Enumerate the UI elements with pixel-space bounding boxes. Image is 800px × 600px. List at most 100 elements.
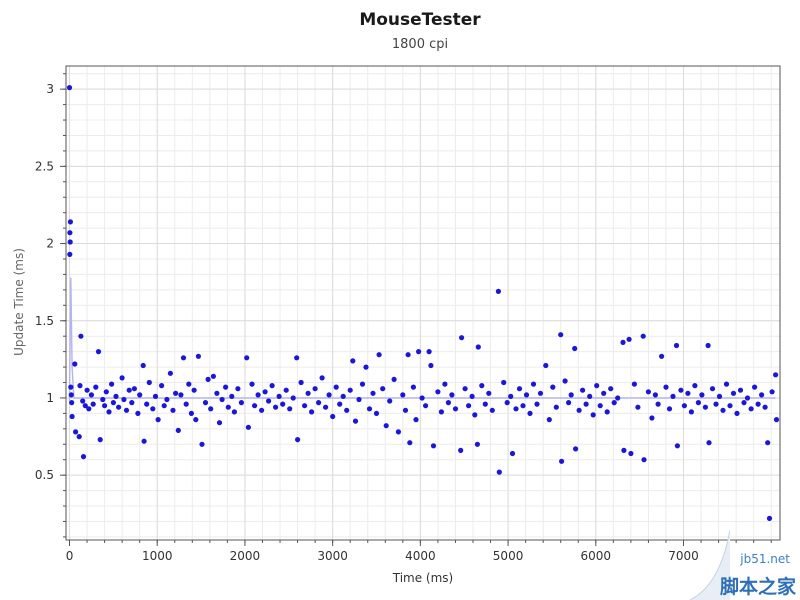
x-tick-label: 0 [66, 549, 74, 563]
data-point [273, 404, 279, 410]
chart-title: MouseTester [359, 10, 481, 30]
data-point [670, 393, 676, 399]
data-point [298, 379, 304, 386]
x-tick-label: 6000 [581, 549, 612, 563]
data-point [78, 333, 84, 339]
data-point [326, 392, 332, 398]
data-point [84, 387, 90, 393]
data-point [391, 376, 397, 382]
data-point [509, 450, 516, 457]
data-point [673, 342, 680, 349]
data-point [249, 381, 255, 387]
data-point [553, 404, 559, 410]
data-point [129, 400, 135, 406]
data-point [131, 386, 137, 392]
data-point [508, 393, 514, 399]
x-tick-label: 3000 [317, 549, 348, 563]
data-point [590, 412, 596, 418]
data-point [66, 85, 73, 91]
data-point [69, 413, 75, 420]
data-point [316, 400, 322, 406]
data-point [543, 362, 549, 369]
data-point [352, 418, 359, 424]
data-point [123, 407, 130, 413]
data-point [305, 390, 311, 396]
data-point [229, 393, 235, 399]
data-point [562, 378, 568, 384]
data-point [333, 384, 339, 390]
data-point [530, 381, 537, 387]
data-point [167, 370, 173, 376]
data-point [97, 437, 103, 443]
data-point [495, 288, 501, 294]
data-point [659, 353, 665, 359]
y-tick-label: 2 [46, 237, 54, 251]
data-point [479, 383, 485, 389]
data-point [252, 403, 258, 409]
data-point [559, 458, 565, 464]
data-point [580, 387, 586, 393]
data-point [466, 403, 472, 409]
data-point [759, 392, 765, 398]
data-point [68, 384, 74, 390]
data-point [155, 417, 161, 423]
data-point [80, 454, 87, 460]
data-point [501, 379, 507, 386]
data-point [110, 400, 116, 406]
data-point [223, 384, 229, 390]
data-point [290, 395, 296, 401]
data-point [337, 401, 343, 407]
data-point [109, 381, 115, 387]
data-point [69, 400, 75, 406]
data-point [106, 409, 112, 415]
plot-frame [65, 65, 781, 541]
data-point [458, 447, 464, 453]
data-point [276, 393, 282, 399]
data-point [423, 403, 429, 409]
data-point [82, 403, 88, 409]
data-point [663, 384, 669, 390]
data-point [186, 381, 192, 387]
data-point [175, 427, 181, 433]
data-point [652, 392, 659, 398]
data-point [183, 401, 189, 407]
data-point [416, 349, 422, 355]
data-point [678, 387, 684, 393]
data-point [649, 415, 655, 421]
data-point [363, 364, 369, 370]
data-point [572, 345, 578, 352]
data-point [103, 389, 109, 395]
watermark-site: jb51.net [740, 552, 790, 566]
data-point [383, 423, 389, 429]
data-point [380, 386, 386, 392]
data-point [762, 404, 768, 410]
data-point [692, 383, 698, 389]
data-point [573, 446, 579, 452]
chart-subtitle: 1800 cpi [391, 37, 449, 52]
data-point [748, 406, 754, 412]
data-point [645, 389, 652, 395]
data-point [734, 410, 740, 416]
data-point [442, 381, 448, 387]
data-point [116, 404, 122, 410]
data-point [219, 396, 225, 403]
data-point [773, 372, 779, 378]
data-point [193, 417, 199, 423]
data-point [178, 392, 184, 398]
data-point [655, 401, 661, 407]
data-point [709, 386, 716, 392]
data-point [302, 403, 308, 409]
data-point [370, 390, 376, 396]
data-point [67, 219, 73, 225]
data-point [438, 409, 444, 415]
data-point [72, 361, 78, 367]
data-point [504, 400, 510, 406]
data-point [255, 392, 261, 398]
y-tick-label: 1 [46, 391, 54, 405]
data-point [199, 441, 205, 447]
data-point [135, 410, 141, 416]
data-point [587, 393, 593, 399]
data-point [449, 392, 455, 398]
data-point [126, 387, 132, 393]
y-tick-label: 2.5 [35, 159, 54, 173]
